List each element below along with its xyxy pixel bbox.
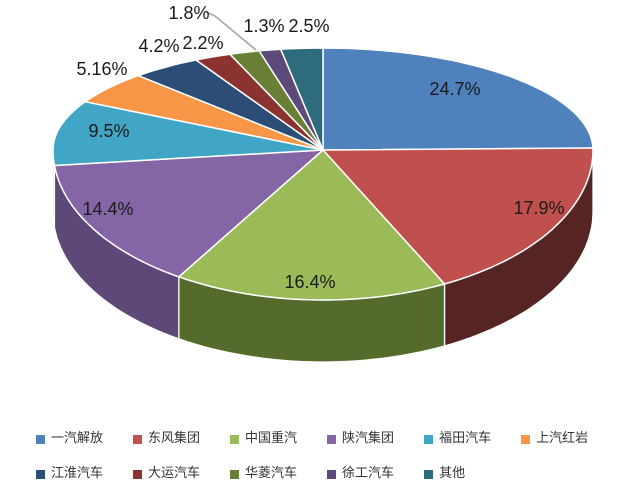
leader-line-icon — [205, 11, 257, 51]
legend-item-label: 徐工汽车 — [342, 466, 395, 481]
legend-item-label: 大运汽车 — [148, 466, 201, 481]
legend: 一汽解放 东风集团 中国重汽 陕汽集团 福田汽车 上汽红岩江淮汽车 大运汽车 华菱汽车 徐工汽车… — [0, 431, 643, 501]
pie-slice-6 — [137, 59, 324, 151]
legend-item-10: 其他 — [424, 466, 465, 482]
legend-item-4: 福田汽车 — [424, 431, 491, 447]
legend-item-label: 其他 — [439, 466, 466, 481]
value-label-9: 1.3% — [243, 16, 284, 36]
pie-slice-10 — [280, 47, 324, 151]
value-label-6: 4.2% — [138, 36, 179, 56]
legend-item-label: 中国重汽 — [245, 431, 298, 446]
pie-chart-3d: 24.7% 17.9% 16.4% 14.4% 9.5% 5.16% 4.2% 2.2% 1.8… — [52, 3, 594, 363]
legend-item-label: 福田汽车 — [439, 431, 492, 446]
legend-item-9: 徐工汽车 — [327, 466, 394, 482]
legend-item-0: 一汽解放 — [36, 431, 103, 447]
legend-item-label: 上汽红岩 — [536, 431, 589, 446]
legend-item-label: 一汽解放 — [51, 431, 104, 446]
legend-item-label: 陕汽集团 — [342, 431, 395, 446]
pie-slice-1 — [322, 147, 594, 285]
pie-slice-4 — [52, 100, 324, 167]
legend-item-label: 华菱汽车 — [245, 466, 298, 481]
legend-swatch-icon — [230, 434, 240, 444]
legend-item-8: 华菱汽车 — [230, 466, 297, 482]
pie-slice-2 — [178, 149, 446, 301]
pie-slice-0 — [322, 47, 594, 151]
legend-item-label: 东风集团 — [148, 431, 201, 446]
value-label-4: 9.5% — [88, 121, 129, 141]
value-label-8: 1.8% — [168, 3, 209, 23]
legend-swatch-icon — [36, 469, 45, 479]
legend-swatch-icon — [133, 469, 143, 479]
legend-swatch-icon — [424, 469, 434, 479]
value-label-3: 14.4% — [82, 199, 133, 219]
legend-item-6: 江淮汽车 — [36, 466, 103, 482]
legend-swatch-icon — [133, 434, 143, 444]
legend-swatch-icon — [36, 434, 45, 444]
legend-item-3: 陕汽集团 — [327, 431, 394, 447]
legend-swatch-icon — [327, 434, 337, 444]
value-label-7: 2.2% — [182, 33, 223, 53]
pie-slice-3 — [53, 149, 324, 278]
legend-item-5: 上汽红岩 — [521, 431, 588, 447]
value-label-2: 16.4% — [284, 272, 335, 292]
legend-item-2: 中国重汽 — [230, 431, 297, 447]
legend-item-label: 江淮汽车 — [51, 466, 104, 481]
value-label-10: 2.5% — [288, 16, 329, 36]
legend-item-1: 东风集团 — [133, 431, 200, 447]
legend-swatch-icon — [230, 469, 240, 479]
value-label-0: 24.7% — [429, 79, 480, 99]
legend-swatch-icon — [521, 434, 531, 444]
value-label-5: 5.16% — [76, 59, 127, 79]
pie-slice-5 — [84, 74, 324, 151]
value-label-1: 17.9% — [513, 198, 564, 218]
legend-swatch-icon — [327, 469, 337, 479]
legend-item-7: 大运汽车 — [133, 466, 200, 482]
legend-swatch-icon — [424, 434, 434, 444]
